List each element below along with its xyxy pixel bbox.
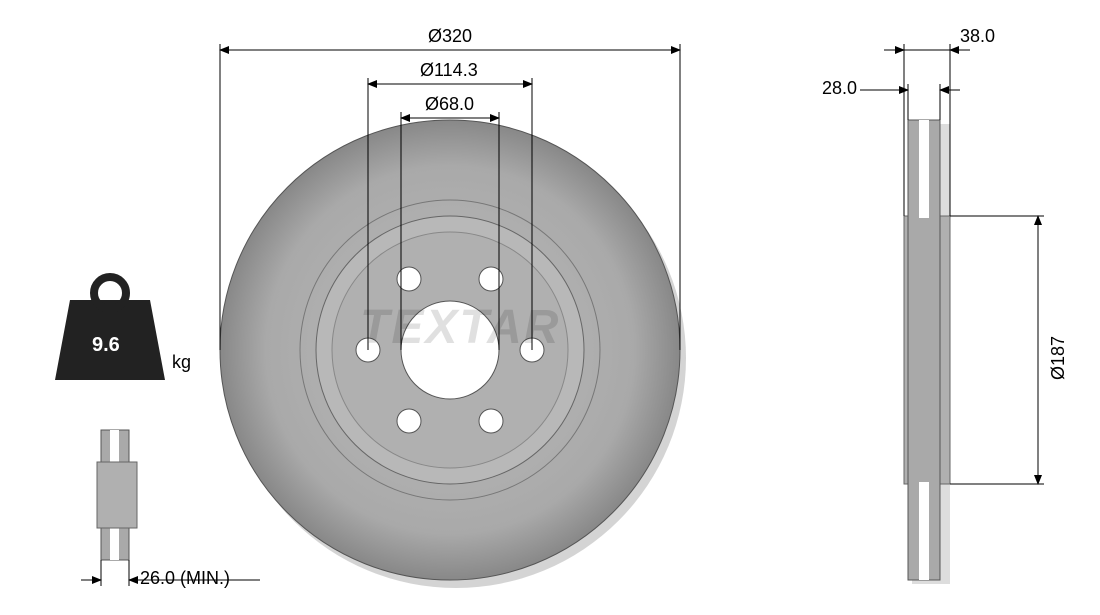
dim-thickness: 28.0 (822, 78, 857, 99)
dim-height: 38.0 (960, 26, 995, 47)
dim-hat-diameter: Ø187 (1048, 336, 1069, 380)
dim-bolt-circle: Ø114.3 (420, 60, 478, 81)
dim-outer-diameter: Ø320 (428, 26, 472, 47)
weight-unit: kg (172, 352, 191, 373)
dim-center-bore: Ø68.0 (425, 94, 474, 115)
diagram-canvas: TEXTAR Ø320 Ø114.3 Ø68.0 38.0 28.0 Ø187 … (0, 0, 1100, 615)
side-view (904, 120, 950, 584)
weight-icon (55, 277, 165, 380)
weight-value: 9.6 (92, 334, 120, 357)
min-thickness-section (97, 430, 137, 560)
drawing-svg (0, 0, 1100, 615)
dim-min-thickness: 26.0 (MIN.) (140, 568, 230, 589)
